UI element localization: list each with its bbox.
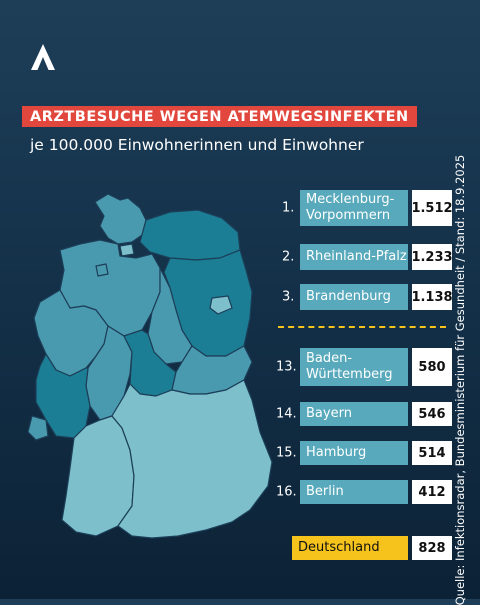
ranking-item-total: Deutschland 828 bbox=[276, 536, 452, 560]
ranking-item-2: 2. Rheinland-Pfalz 1.233 bbox=[282, 244, 453, 270]
map-region-berlin bbox=[209, 295, 233, 315]
dashed-divider bbox=[278, 326, 446, 328]
rank-number: 14. bbox=[276, 406, 297, 422]
rank-number: 3. bbox=[282, 289, 295, 305]
ranking-item-15: 15. Hamburg 514 bbox=[276, 441, 452, 465]
state-value: 580 bbox=[412, 348, 452, 386]
state-value: 412 bbox=[412, 480, 452, 504]
rank-number: 15. bbox=[276, 445, 297, 461]
state-value: 1.512 bbox=[411, 190, 453, 226]
state-value: 546 bbox=[412, 402, 452, 426]
map-region-hamburg bbox=[119, 243, 135, 257]
state-name: Rheinland-Pfalz bbox=[306, 249, 407, 265]
germany-map bbox=[27, 193, 273, 539]
page-subtitle: je 100.000 Einwohnerinnen und Einwohner bbox=[30, 136, 364, 154]
state-value: 1.138 bbox=[411, 284, 453, 310]
rank-number: 16. bbox=[276, 484, 297, 500]
total-value: 828 bbox=[412, 536, 452, 560]
ranking-item-16: 16. Berlin 412 bbox=[276, 480, 452, 504]
state-bar: Bayern bbox=[300, 402, 408, 426]
ranking-item-13: 13. Baden- Württemberg 580 bbox=[276, 348, 452, 386]
state-bar: Rheinland-Pfalz bbox=[300, 244, 408, 270]
rank-number: 13. bbox=[276, 359, 297, 375]
source-note: Quelle: Infektionsradar, Bundesministeri… bbox=[453, 154, 467, 605]
rank-number: 1. bbox=[282, 200, 295, 216]
state-bar: Mecklenburg- Vorpommern bbox=[300, 190, 408, 226]
map-region-bayern bbox=[111, 379, 273, 539]
total-bar: Deutschland bbox=[292, 536, 408, 560]
state-name: Brandenburg bbox=[306, 289, 391, 305]
state-name: Berlin bbox=[306, 484, 344, 500]
ranking-item-3: 3. Brandenburg 1.138 bbox=[282, 284, 453, 310]
state-bar: Hamburg bbox=[300, 441, 408, 465]
map-region-schleswig-holstein bbox=[94, 193, 147, 245]
state-bar: Baden- Württemberg bbox=[300, 348, 408, 386]
map-region-mecklenburg-vorpommern bbox=[139, 209, 241, 261]
state-value: 514 bbox=[412, 441, 452, 465]
map-region-saarland bbox=[27, 415, 49, 441]
logo-icon bbox=[31, 44, 55, 70]
state-name: Bayern bbox=[306, 406, 352, 422]
page-title: ARZTBESUCHE WEGEN ATEMWEGSINFEKTEN bbox=[22, 106, 417, 127]
map-region-bremen bbox=[95, 263, 109, 277]
ranking-item-14: 14. Bayern 546 bbox=[276, 402, 452, 426]
total-name: Deutschland bbox=[298, 540, 380, 556]
state-name: Mecklenburg- Vorpommern bbox=[306, 192, 395, 223]
ranking-item-1: 1. Mecklenburg- Vorpommern 1.512 bbox=[282, 190, 453, 226]
state-name: Hamburg bbox=[306, 445, 367, 461]
state-bar: Brandenburg bbox=[300, 284, 408, 310]
state-name: Baden- Württemberg bbox=[306, 351, 393, 382]
map-region-sachsen-anhalt bbox=[147, 267, 193, 365]
state-value: 1.233 bbox=[411, 244, 453, 270]
state-bar: Berlin bbox=[300, 480, 408, 504]
rank-number: 2. bbox=[282, 249, 295, 265]
